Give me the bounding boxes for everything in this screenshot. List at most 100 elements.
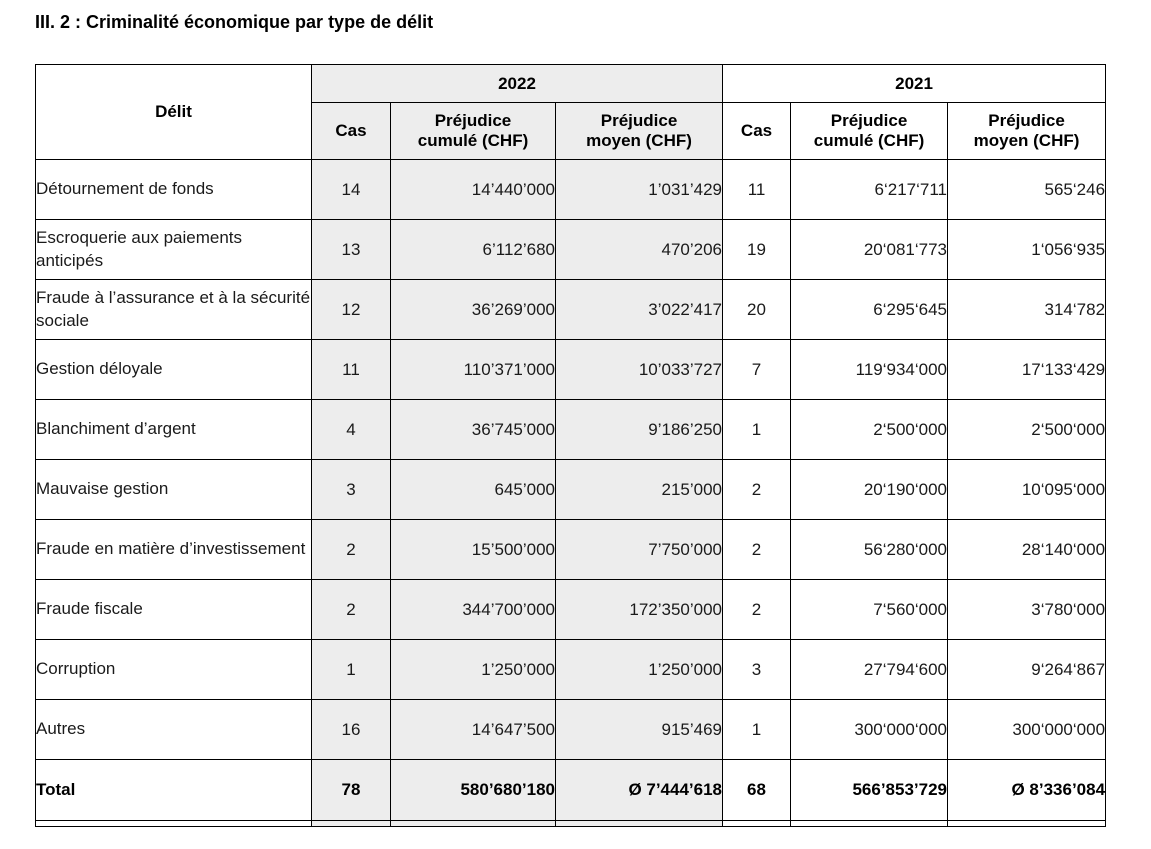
cas-2021-cell: 19 — [722, 219, 792, 280]
year-header-row: Délit 2022 2021 — [35, 64, 1107, 160]
prejudice-moyen-2022-cell: 1’250’000 — [554, 639, 724, 700]
prejudice-moyen-2022-cell: 7’750’000 — [554, 519, 724, 580]
delit-cell: Autres — [35, 699, 312, 760]
cas-2021-cell: 20 — [722, 279, 792, 340]
cas-2021-cell: 3 — [722, 639, 792, 700]
cas-2021-cell: 2 — [722, 519, 792, 580]
prejudice-cumule-2022-cell: 1’250’000 — [390, 639, 556, 700]
prejudice-moyen-2022-cell: 1’031’429 — [554, 159, 724, 220]
cas-2022-cell: 16 — [311, 699, 391, 760]
spacer-cell — [790, 820, 949, 827]
prejudice-cumule-2021-cell: 56‘280‘000 — [790, 519, 949, 580]
total-cumule-2022-cell: 580’680’180 — [390, 759, 556, 821]
delit-cell: Escroquerie aux paiements anticipés — [35, 219, 312, 280]
prejudice-moyen-2021-cell: 3‘780‘000 — [947, 579, 1107, 640]
delit-cell: Détournement de fonds — [35, 159, 312, 220]
prejudice-cumule-2021-cell: 119‘934‘000 — [790, 339, 949, 400]
cas-2021-cell: 11 — [722, 159, 792, 220]
cas-2022-cell: 2 — [311, 579, 391, 640]
prejudice-moyen-2021-cell: 2‘500‘000 — [947, 399, 1107, 460]
total-moyen-2021-cell: Ø 8’336’084 — [947, 759, 1107, 821]
delit-cell: Fraude en matière d’investissement — [35, 519, 312, 580]
prejudice-cumule-2021-cell: 7‘560‘000 — [790, 579, 949, 640]
prejudice-moyen-2022-cell: 9’186’250 — [554, 399, 724, 460]
prejudice-cumule-2021-cell: 27‘794‘600 — [790, 639, 949, 700]
prejudice-cumule-2021-cell: 6‘295‘645 — [790, 279, 949, 340]
prejudice-moyen-2021-cell: 1‘056‘935 — [947, 219, 1107, 280]
prejudice-cumule-2022-cell: 344’700’000 — [390, 579, 556, 640]
prejudice-cumule-2022-cell: 14’440’000 — [390, 159, 556, 220]
cas-2021-header: Cas — [722, 102, 792, 160]
spacer-cell — [311, 820, 391, 827]
cas-2021-cell: 7 — [722, 339, 792, 400]
delit-cell: Blanchiment d’argent — [35, 399, 312, 460]
table-row: Corruption 1 1’250’000 1’250’000 3 27‘79… — [35, 639, 1107, 700]
prejudice-moyen-2021-cell: 10‘095‘000 — [947, 459, 1107, 520]
table-row: Autres 16 14’647’500 915’469 1 300‘000‘0… — [35, 699, 1107, 760]
spacer-cell — [554, 820, 724, 827]
prejudice-moyen-2022-header: Préjudice moyen (CHF) — [554, 102, 724, 160]
prejudice-cumule-2022-cell: 36’745’000 — [390, 399, 556, 460]
prejudice-moyen-2022-cell: 915’469 — [554, 699, 724, 760]
column-header-row: Cas Préjudice cumulé (CHF) Préjudice moy… — [36, 102, 1107, 160]
cas-2021-cell: 1 — [722, 699, 792, 760]
prejudice-cumule-2022-cell: 14’647’500 — [390, 699, 556, 760]
prejudice-cumule-2022-cell: 15’500’000 — [390, 519, 556, 580]
spacer-cell — [390, 820, 556, 827]
prejudice-moyen-2021-cell: 17‘133‘429 — [947, 339, 1107, 400]
spacer-cell — [722, 820, 792, 827]
table-row: Gestion déloyale 11 110’371’000 10’033’7… — [35, 339, 1107, 400]
delit-cell: Fraude fiscale — [35, 579, 312, 640]
prejudice-moyen-2021-cell: 28‘140‘000 — [947, 519, 1107, 580]
year-2021-header: 2021 — [722, 64, 1107, 103]
table-row: Fraude fiscale 2 344’700’000 172’350’000… — [35, 579, 1107, 640]
prejudice-cumule-2022-header: Préjudice cumulé (CHF) — [390, 102, 556, 160]
total-moyen-2022-cell: Ø 7’444’618 — [554, 759, 724, 821]
year-2022-header: 2022 — [310, 64, 724, 103]
table-row: Mauvaise gestion 3 645’000 215’000 2 20‘… — [35, 459, 1107, 520]
prejudice-cumule-2021-cell: 20‘081‘773 — [790, 219, 949, 280]
total-label-cell: Total — [35, 759, 312, 821]
table-row: Blanchiment d’argent 4 36’745’000 9’186’… — [35, 399, 1107, 460]
total-cas-2021-cell: 68 — [722, 759, 792, 821]
prejudice-moyen-2021-cell: 314‘782 — [947, 279, 1107, 340]
prejudice-moyen-2022-cell: 3’022’417 — [554, 279, 724, 340]
prejudice-cumule-2021-cell: 20‘190‘000 — [790, 459, 949, 520]
table-bottom-spacer — [35, 820, 1107, 827]
prejudice-moyen-2022-cell: 172’350’000 — [554, 579, 724, 640]
prejudice-moyen-2021-cell: 300‘000‘000 — [947, 699, 1107, 760]
cas-2021-cell: 2 — [722, 459, 792, 520]
delit-cell: Gestion déloyale — [35, 339, 312, 400]
prejudice-cumule-2022-cell: 6’112’680 — [390, 219, 556, 280]
cas-2022-cell: 4 — [311, 399, 391, 460]
table-row: Fraude à l’assurance et à la sécurité so… — [35, 279, 1107, 340]
cas-2022-cell: 11 — [311, 339, 391, 400]
cas-2022-cell: 12 — [311, 279, 391, 340]
delit-header: Délit — [35, 64, 312, 160]
total-cumule-2021-cell: 566’853’729 — [790, 759, 949, 821]
cas-2022-cell: 14 — [311, 159, 391, 220]
table-row: Fraude en matière d’investissement 2 15’… — [35, 519, 1107, 580]
prejudice-cumule-2021-cell: 300‘000‘000 — [790, 699, 949, 760]
cas-2021-cell: 1 — [722, 399, 792, 460]
cas-2021-cell: 2 — [722, 579, 792, 640]
spacer-cell — [35, 820, 312, 827]
crime-table: Délit 2022 2021 Cas Préjudice cumulé (CH… — [35, 64, 1107, 827]
table-row: Détournement de fonds 14 14’440’000 1’03… — [35, 159, 1107, 220]
cas-2022-cell: 1 — [311, 639, 391, 700]
prejudice-moyen-2022-cell: 215’000 — [554, 459, 724, 520]
prejudice-moyen-2021-header: Préjudice moyen (CHF) — [947, 102, 1107, 160]
cas-2022-cell: 13 — [311, 219, 391, 280]
prejudice-cumule-2021-cell: 2‘500‘000 — [790, 399, 949, 460]
cas-2022-cell: 3 — [311, 459, 391, 520]
prejudice-moyen-2022-cell: 10’033’727 — [554, 339, 724, 400]
table-row: Escroquerie aux paiements anticipés 13 6… — [35, 219, 1107, 280]
prejudice-cumule-2021-header: Préjudice cumulé (CHF) — [790, 102, 949, 160]
delit-cell: Mauvaise gestion — [35, 459, 312, 520]
page-title: III. 2 : Criminalité économique par type… — [35, 12, 434, 32]
prejudice-cumule-2022-cell: 110’371’000 — [390, 339, 556, 400]
cas-2022-cell: 2 — [311, 519, 391, 580]
delit-cell: Fraude à l’assurance et à la sécurité so… — [35, 279, 312, 340]
total-row: Total 78 580’680’180 Ø 7’444’618 68 566’… — [35, 759, 1107, 821]
total-cas-2022-cell: 78 — [311, 759, 391, 821]
